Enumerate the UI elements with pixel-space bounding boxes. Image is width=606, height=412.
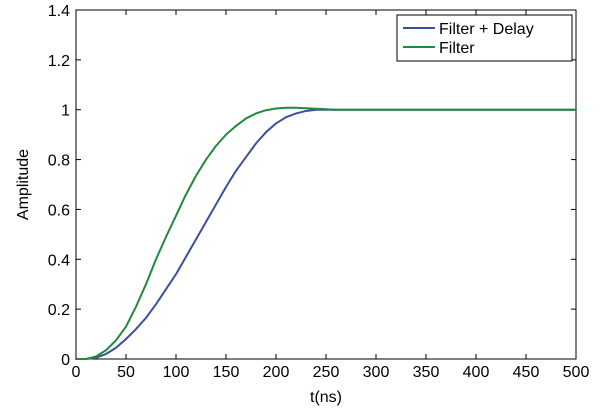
y-tick-label: 0.8 [48,153,70,170]
series-line-filter-delay [75,108,577,360]
y-axis-label: Amplitude [15,149,32,220]
y-tick-label: 1 [61,103,70,120]
x-tick-label: 250 [313,364,340,381]
y-tick-label: 0.2 [48,302,70,319]
y-tick-label: 1.4 [48,3,70,20]
x-tick-label: 100 [163,364,190,381]
x-tick-label: 400 [463,364,490,381]
x-tick-label: 200 [263,364,290,381]
x-tick-label: 0 [72,364,81,381]
series-line-filter [75,106,577,360]
y-tick-label: 1.2 [48,53,70,70]
x-tick-label: 500 [563,364,590,381]
legend-label-filter: Filter [439,40,475,57]
x-tick-label: 350 [413,364,440,381]
x-tick-label: 300 [363,364,390,381]
series-layer [75,106,577,360]
x-tick-label: 50 [117,364,135,381]
legend-label-filter-delay: Filter + Delay [439,21,534,38]
y-tick-label: 0 [61,352,70,369]
x-tick-label: 450 [513,364,540,381]
x-axis-ticks: 0 50 100 150 200 250 300 350 400 450 500 [72,10,590,381]
x-tick-label: 150 [213,364,240,381]
x-axis-label: t(ns) [310,389,342,406]
legend-box [396,14,573,62]
y-tick-label: 0.4 [48,252,70,269]
legend: Filter + Delay Filter [396,14,573,62]
plot-area-frame [75,9,577,360]
y-tick-label: 0.6 [48,202,70,219]
